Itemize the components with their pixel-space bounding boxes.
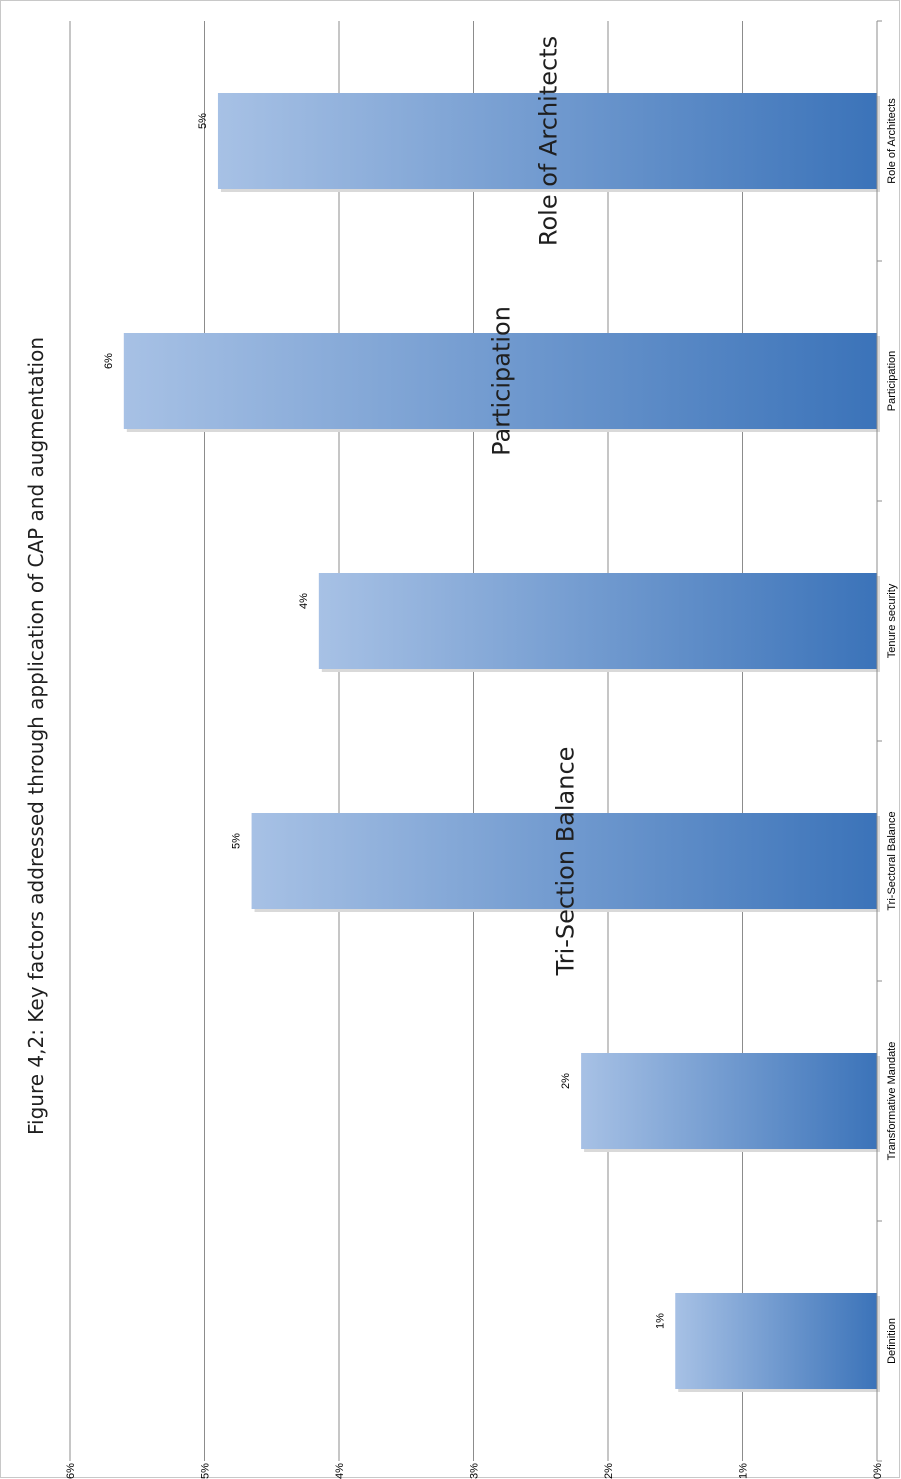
bar-layer bbox=[123, 93, 881, 1392]
category-label: Participation bbox=[886, 351, 898, 412]
axis-layer bbox=[876, 20, 882, 1462]
bar-annotation: Participation bbox=[487, 306, 515, 456]
label-layer: 0% 1% 2% 3% 4% 5% 6% Role of Architects 5% Role o… bbox=[65, 36, 898, 1479]
value-tick-label: 5% bbox=[200, 1463, 212, 1479]
value-tick-label: 3% bbox=[469, 1463, 481, 1479]
bar-role-of-architects bbox=[217, 93, 877, 189]
bar-tri-sectoral-balance bbox=[251, 813, 877, 909]
bar-transformative-mandate bbox=[581, 1053, 877, 1149]
category-label: Role of Architects bbox=[886, 98, 898, 184]
value-tick-label: 1% bbox=[738, 1463, 750, 1479]
bar-participation bbox=[123, 333, 878, 429]
data-label: 1% bbox=[654, 1313, 666, 1329]
data-label: 2% bbox=[560, 1073, 572, 1089]
bar-definition bbox=[675, 1293, 877, 1389]
grid-layer bbox=[69, 21, 743, 1461]
chart-title: Figure 4,2: Key factors addressed throug… bbox=[24, 337, 48, 1135]
value-tick-label: 4% bbox=[334, 1463, 346, 1479]
category-label: Tenure security bbox=[886, 583, 898, 658]
category-label: Definition bbox=[886, 1318, 898, 1364]
bar-tenure-security bbox=[318, 573, 877, 669]
value-tick-label: 2% bbox=[603, 1463, 615, 1479]
data-label: 4% bbox=[298, 593, 310, 609]
bar-annotation: Role of Architects bbox=[534, 36, 562, 246]
category-label: Tri-Sectoral Balance bbox=[886, 811, 898, 910]
bar-annotation: Tri-Section Balance bbox=[551, 747, 579, 977]
data-label: 6% bbox=[103, 353, 115, 369]
data-label: 5% bbox=[197, 113, 209, 129]
value-tick-label: 6% bbox=[65, 1463, 77, 1479]
category-label: Transformative Mandate bbox=[886, 1042, 898, 1161]
value-tick-label: 0% bbox=[872, 1463, 884, 1479]
data-label: 5% bbox=[231, 833, 243, 849]
